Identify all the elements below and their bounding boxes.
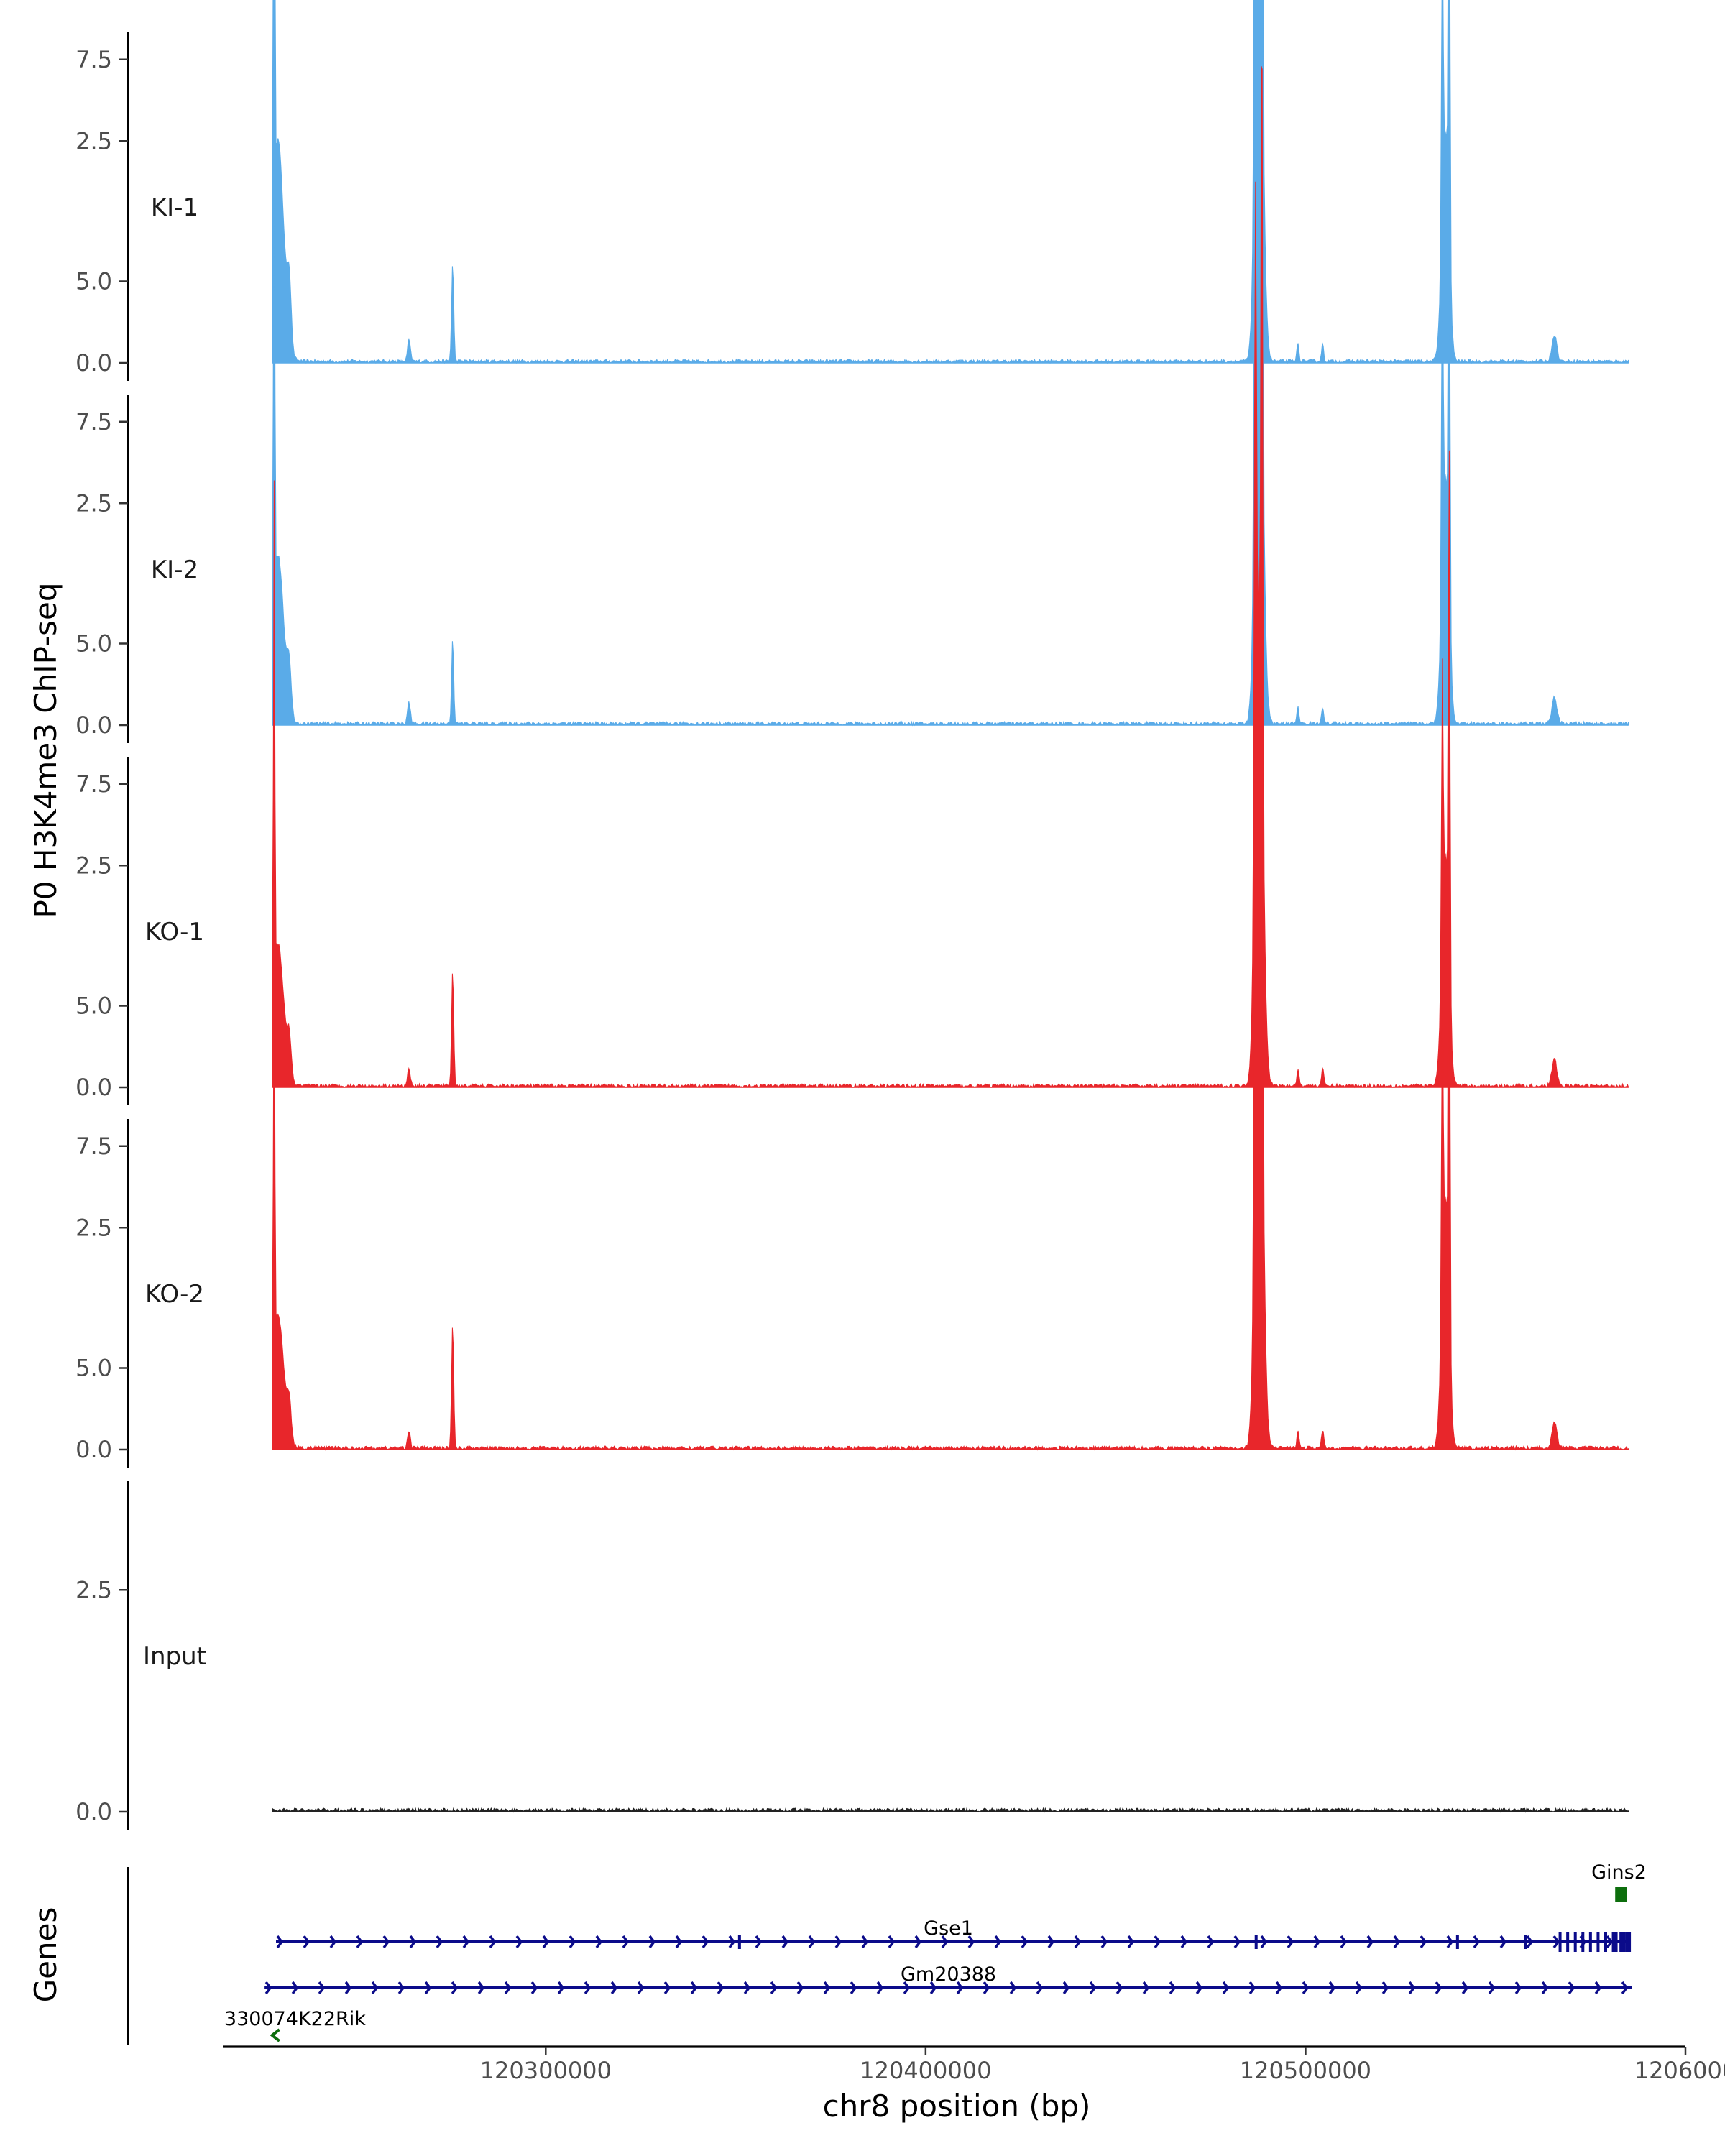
y-tick-label: 7.5 <box>75 408 112 436</box>
y-tick-label: 2.5 <box>75 127 112 155</box>
y-tick-label: 5.0 <box>75 992 112 1020</box>
gene-gins2: Gins2 <box>1591 1861 1647 1902</box>
y-tick-label: 7.5 <box>75 770 112 798</box>
gene-exon <box>1573 1932 1577 1952</box>
gene-strand-arrow <box>270 2028 280 2042</box>
track-ko-1: 0.0 2.5 5.0 7.5 KO-1 <box>75 65 1629 1105</box>
gene-exon <box>1581 1932 1585 1952</box>
x-axis: 120300000 120400000 120500000 1206000 <box>223 2045 1725 2084</box>
signal-area-input <box>272 1807 1629 1813</box>
gene-gm20388: Gm20388 <box>264 1963 1632 1995</box>
signal-area-ki-1 <box>272 0 1629 364</box>
gene-exon <box>1596 1932 1600 1952</box>
signal-area-ko-2 <box>272 397 1629 1451</box>
gene-exon <box>1625 1932 1632 1952</box>
x-tick-label: 120500000 <box>1240 2057 1371 2084</box>
y-tick-label: 2.5 <box>75 489 112 517</box>
y-tick-label: 2.5 <box>75 1214 112 1241</box>
gene-exon <box>1604 1932 1607 1952</box>
x-tick-label: 120300000 <box>480 2057 612 2084</box>
y-tick-label: 2.5 <box>75 1576 112 1603</box>
genes-panel: Gins2 Gse1 Gm20388 330074K22Rik <box>126 1861 1647 2045</box>
gene-330074k22rik: 330074K22Rik <box>224 2008 366 2042</box>
track-label: KO-1 <box>145 918 204 946</box>
y-tick-label: 2.5 <box>75 852 112 879</box>
gene-strand-arrows <box>264 1981 1629 1995</box>
track-panels: 0.0 2.5 5.0 7.5 KI-1 0.0 2.5 5.0 7.5 KI-2 0.0 2.5 5.… <box>75 0 1629 1830</box>
gene-exon <box>1611 1932 1618 1952</box>
signal-area-ko-1 <box>272 65 1629 1089</box>
gene-exon <box>1524 1935 1527 1949</box>
y-tick-label: 0.0 <box>75 1436 112 1463</box>
gene-exon <box>1455 1935 1459 1949</box>
track-input: 0.0 2.5 5.0 7.5 Input <box>75 1133 1629 1830</box>
gene-exon <box>1566 1932 1570 1952</box>
track-label: KI-1 <box>151 193 198 222</box>
y-axis-title: P0 H3K4me3 ChIP-seq <box>28 582 63 918</box>
gene-exon <box>1588 1932 1592 1952</box>
y-tick-label: 5.0 <box>75 268 112 295</box>
y-tick-label: 5.0 <box>75 1355 112 1382</box>
genes-axis-title: Genes <box>28 1907 63 2003</box>
gene-label: Gm20388 <box>901 1963 996 1986</box>
gene-label: 330074K22Rik <box>224 2008 366 2030</box>
x-tick-label: 120400000 <box>860 2057 991 2084</box>
y-tick-label: 0.0 <box>75 1798 112 1825</box>
gene-exon <box>1558 1932 1562 1952</box>
gene-label: Gse1 <box>924 1917 973 1940</box>
y-tick-label: 0.0 <box>75 711 112 739</box>
track-label: KI-2 <box>151 556 198 584</box>
track-label: KO-2 <box>145 1280 204 1309</box>
y-tick-label: 0.0 <box>75 1074 112 1101</box>
y-tick-label: 7.5 <box>75 46 112 73</box>
x-axis-title: chr8 position (bp) <box>823 2088 1091 2124</box>
track-ki-1: 0.0 2.5 5.0 7.5 KI-1 <box>75 0 1629 381</box>
track-ki-2: 0.0 2.5 5.0 7.5 KI-2 <box>75 0 1629 743</box>
gene-exon <box>1254 1935 1258 1949</box>
y-tick-label: 5.0 <box>75 630 112 658</box>
track-label: Input <box>143 1642 206 1671</box>
gene-body <box>1615 1887 1627 1902</box>
gene-exon <box>737 1935 741 1949</box>
gene-exon <box>1619 1932 1626 1952</box>
y-tick-label: 7.5 <box>75 1133 112 1160</box>
gene-label: Gins2 <box>1591 1861 1647 1884</box>
track-ko-2: 0.0 2.5 5.0 7.5 KO-2 <box>75 397 1629 1468</box>
y-tick-label: 0.0 <box>75 349 112 377</box>
gene-gse1: Gse1 <box>276 1917 1632 1952</box>
x-tick-label: 1206000 <box>1634 2057 1725 2084</box>
gene-strand-arrows <box>276 1935 1614 1949</box>
